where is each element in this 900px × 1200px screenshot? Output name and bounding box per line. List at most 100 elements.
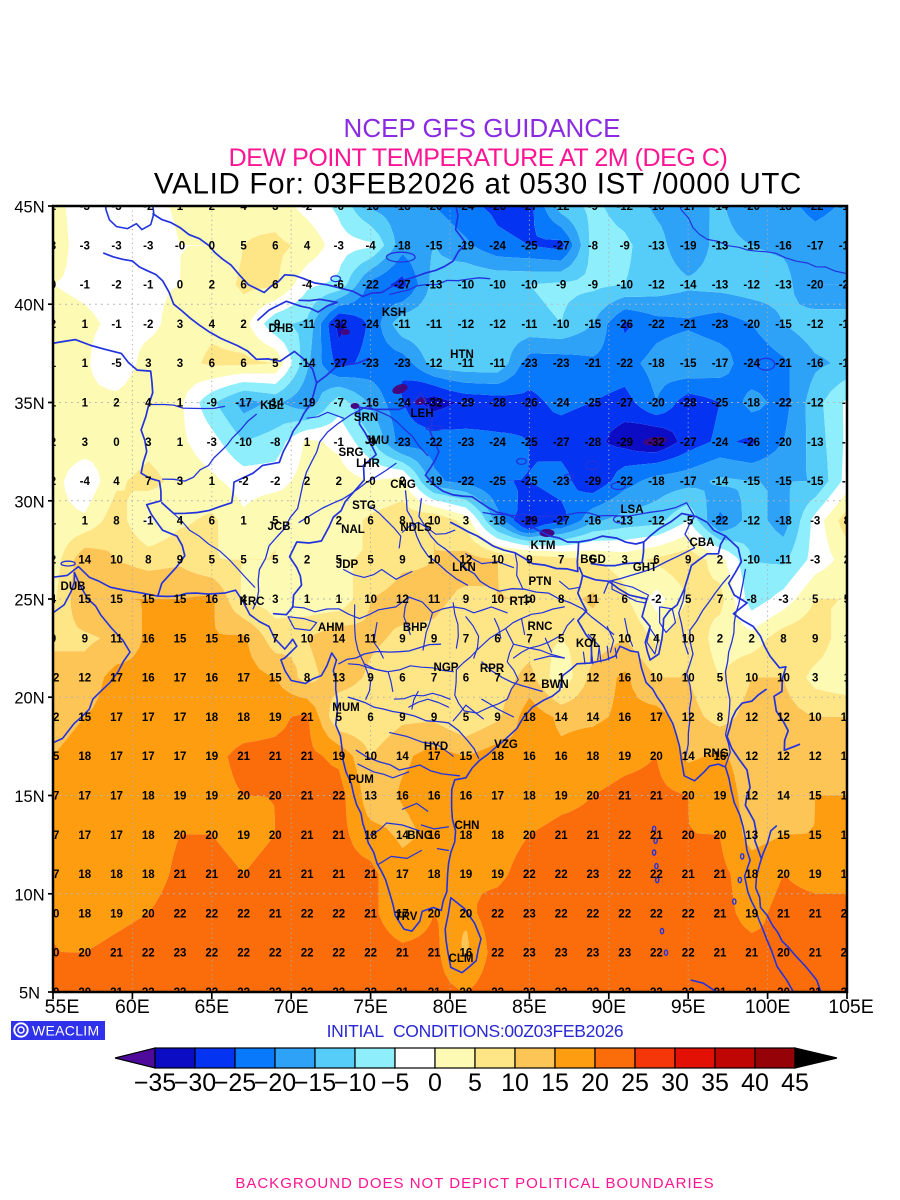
svg-text:20: 20 [587,791,600,803]
svg-text:10: 10 [491,594,504,606]
svg-text:−30: −30 [174,1069,216,1097]
svg-text:-18: -18 [648,358,665,370]
svg-text:22: 22 [205,987,218,999]
svg-text:45: 45 [781,1069,809,1097]
svg-text:-3: -3 [334,240,344,252]
svg-text:-28: -28 [680,398,697,410]
svg-text:6: 6 [209,515,215,527]
svg-text:16: 16 [428,830,441,842]
svg-text:7: 7 [717,594,723,606]
svg-text:10: 10 [301,633,314,645]
svg-text:KSH: KSH [382,307,406,319]
svg-text:0: 0 [209,240,215,252]
svg-text:14: 14 [587,712,600,724]
svg-text:1: 1 [304,594,311,606]
svg-text:-22: -22 [712,515,729,527]
svg-text:18: 18 [205,712,218,724]
svg-text:-12: -12 [553,201,570,213]
svg-text:-15: -15 [743,476,760,488]
svg-text:20: 20 [269,791,282,803]
svg-text:2: 2 [50,437,56,449]
svg-text:-9: -9 [207,398,217,410]
svg-text:PUM: PUM [348,774,374,786]
svg-text:2: 2 [844,555,850,567]
svg-text:60E: 60E [115,996,150,1018]
svg-text:17: 17 [110,673,123,685]
svg-text:-15: -15 [743,240,760,252]
svg-text:17: 17 [491,791,504,803]
svg-text:2: 2 [50,555,56,567]
svg-text:22: 22 [332,987,345,999]
svg-text:-3: -3 [80,201,90,213]
svg-text:-17: -17 [807,240,824,252]
svg-text:-15: -15 [807,476,824,488]
svg-text:9: 9 [399,633,405,645]
svg-text:5: 5 [240,555,247,567]
svg-text:15: 15 [269,673,282,685]
svg-text:13: 13 [364,791,377,803]
svg-text:20: 20 [581,1069,609,1097]
svg-text:-17: -17 [712,358,729,370]
svg-text:21: 21 [650,830,663,842]
svg-text:STG: STG [352,500,376,512]
svg-text:22: 22 [332,791,345,803]
svg-text:2: 2 [304,476,310,488]
svg-text:1: 1 [177,398,184,410]
svg-text:-1: -1 [143,515,154,527]
svg-text:1: 1 [844,673,851,685]
svg-text:22: 22 [650,987,663,999]
svg-text:17: 17 [650,712,663,724]
svg-text:20: 20 [47,908,60,920]
svg-text:5: 5 [590,555,597,567]
svg-text:-26: -26 [489,201,506,213]
svg-text:2: 2 [304,555,310,567]
svg-text:-8: -8 [588,240,599,252]
svg-text:2: 2 [336,515,342,527]
svg-text:16: 16 [714,751,727,763]
svg-text:6: 6 [494,633,500,645]
svg-text:16: 16 [396,791,409,803]
svg-text:19: 19 [460,869,473,881]
svg-text:-19: -19 [680,240,697,252]
svg-text:22: 22 [491,908,504,920]
svg-text:22: 22 [237,987,250,999]
svg-text:4: 4 [304,240,311,252]
svg-text:85E: 85E [512,996,547,1018]
svg-text:21: 21 [237,751,250,763]
svg-text:18: 18 [523,791,536,803]
svg-text:22: 22 [618,908,631,920]
svg-text:LEH: LEH [411,408,434,420]
svg-text:-14: -14 [299,358,316,370]
svg-text:15: 15 [174,633,187,645]
svg-text:SRG: SRG [339,447,364,459]
svg-text:17: 17 [396,869,409,881]
svg-text:KRC: KRC [240,596,265,608]
svg-text:21: 21 [682,869,695,881]
svg-text:KOL: KOL [576,638,600,650]
svg-text:17: 17 [47,830,60,842]
svg-text:23: 23 [618,987,631,999]
svg-text:10: 10 [682,633,695,645]
svg-text:18: 18 [428,869,441,881]
svg-text:21: 21 [714,987,727,999]
svg-text:-20: -20 [807,280,824,292]
svg-text:12: 12 [777,712,790,724]
svg-text:15: 15 [78,712,91,724]
svg-text:-12: -12 [489,319,506,331]
svg-text:6: 6 [621,594,627,606]
svg-text:21: 21 [428,987,441,999]
svg-text:-9: -9 [588,280,598,292]
svg-text:-20: -20 [775,437,792,449]
svg-text:-18: -18 [394,201,411,213]
svg-text:3: 3 [272,201,278,213]
svg-text:6: 6 [463,673,469,685]
svg-text:8: 8 [304,673,311,685]
svg-text:5: 5 [272,358,279,370]
svg-text:CBA: CBA [690,537,715,549]
svg-text:-27: -27 [394,280,411,292]
svg-text:22: 22 [301,948,314,960]
svg-text:-7: -7 [334,398,344,410]
svg-text:10: 10 [364,594,377,606]
svg-text:21: 21 [364,908,377,920]
svg-text:-14: -14 [839,358,856,370]
